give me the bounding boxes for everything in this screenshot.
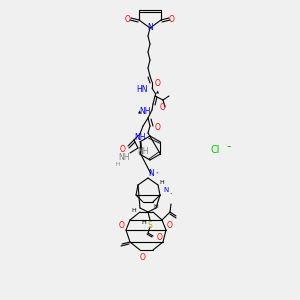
Text: O: O (155, 124, 161, 133)
Text: O: O (119, 220, 125, 230)
Text: HN: HN (136, 85, 148, 94)
Text: N: N (148, 169, 154, 178)
Text: H: H (154, 203, 158, 208)
Text: ·: · (169, 190, 171, 200)
Text: O: O (160, 103, 166, 112)
Text: O: O (155, 80, 161, 88)
Text: O: O (120, 146, 126, 154)
Text: ▲: ▲ (156, 91, 160, 95)
Text: NH: NH (139, 107, 151, 116)
Text: S: S (148, 221, 152, 230)
Text: H: H (142, 220, 146, 226)
Text: NH: NH (134, 133, 146, 142)
Text: H: H (160, 179, 164, 184)
Text: NH: NH (118, 154, 130, 163)
Text: N: N (164, 187, 169, 193)
Text: O: O (125, 14, 131, 23)
Text: ▲: ▲ (138, 111, 142, 115)
Text: O: O (169, 14, 175, 23)
Text: O: O (140, 254, 146, 262)
Text: O: O (157, 233, 163, 242)
Text: ⁺: ⁺ (156, 172, 158, 176)
Text: NH: NH (137, 148, 149, 157)
Text: H: H (132, 208, 136, 212)
Text: N: N (147, 23, 153, 32)
Text: H: H (116, 161, 120, 166)
Text: O: O (167, 220, 173, 230)
Text: -: - (227, 140, 231, 154)
Text: Cl: Cl (210, 145, 220, 155)
